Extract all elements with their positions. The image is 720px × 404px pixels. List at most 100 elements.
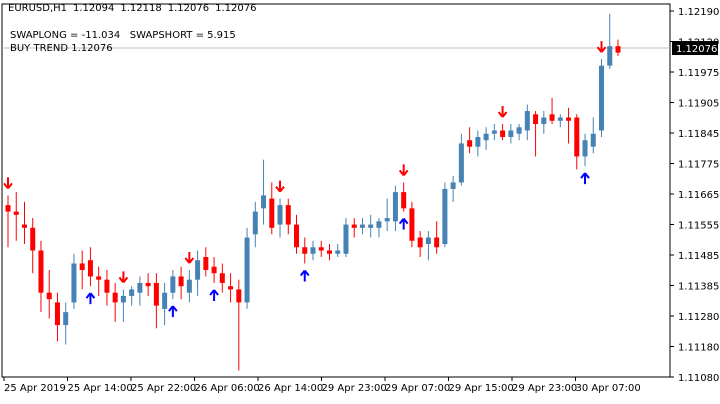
sell-arrow-icon — [3, 177, 13, 189]
candle-body — [178, 276, 184, 287]
time-label: 25 Apr 2019 — [4, 383, 66, 394]
sell-arrow-icon — [118, 271, 129, 284]
candle-body — [63, 312, 69, 326]
candle-body — [343, 224, 349, 254]
candle-body — [170, 276, 176, 293]
candle-body — [491, 130, 497, 134]
time-label: 30 Apr 07:00 — [576, 383, 641, 394]
time-label: 26 Apr 06:00 — [195, 383, 260, 394]
candle-body — [13, 211, 19, 215]
candle-body — [516, 127, 522, 134]
high-price: 1.12118 — [120, 3, 162, 14]
buy-arrow-icon — [580, 172, 590, 185]
candle-body — [162, 292, 168, 309]
buy-arrow-icon — [299, 269, 310, 282]
candle-body — [409, 208, 415, 241]
candle-body — [368, 224, 374, 228]
symbol-timeframe: EURUSD,H1 — [8, 3, 68, 14]
candle-body — [475, 136, 481, 147]
candle-body — [145, 282, 151, 287]
candle-body — [483, 133, 489, 141]
candle-body — [533, 114, 539, 125]
price-tick-label: 1.11485 — [678, 251, 719, 262]
candle-body — [112, 292, 118, 303]
candle-body — [228, 286, 234, 290]
candle-body — [203, 256, 209, 270]
candle-body — [195, 260, 201, 280]
time-label: 26 Apr 14:00 — [258, 383, 323, 394]
candle-body — [359, 224, 365, 228]
candle-body — [401, 192, 407, 209]
candle-body — [467, 140, 473, 147]
candle-body — [302, 247, 308, 254]
candle-body — [79, 263, 85, 270]
candle-body — [351, 224, 357, 228]
low-price: 1.12076 — [167, 3, 210, 14]
time-label: 29 Apr 07:00 — [385, 383, 450, 394]
sell-arrow-icon — [497, 106, 508, 118]
candle-body — [71, 263, 77, 303]
candle-body — [104, 279, 110, 293]
price-tick-label: 1.11555 — [678, 221, 719, 232]
price-tick-label: 1.11080 — [678, 373, 719, 384]
time-label: 29 Apr 15:00 — [449, 383, 514, 394]
candle-body — [376, 221, 382, 228]
candle-body — [615, 46, 621, 53]
price-tick-label: 1.11905 — [678, 99, 719, 110]
candle-body — [219, 273, 225, 283]
swapshort-label: SWAPSHORT = 5.915 — [129, 30, 236, 41]
swaplong-label: SWAPLONG = -11.034 — [10, 30, 121, 41]
buy-arrow-icon — [209, 289, 219, 301]
candle-body — [120, 295, 126, 303]
candle-body — [30, 227, 36, 251]
candle-body — [335, 250, 341, 254]
trend-info: BUY TREND 1.12076 — [10, 43, 113, 54]
candle-body — [524, 111, 530, 131]
time-label: 29 Apr 23:00 — [512, 383, 577, 394]
sell-arrow-icon — [275, 180, 285, 193]
candle-body — [607, 46, 613, 66]
price-tick-label: 1.11665 — [678, 190, 719, 201]
sell-arrow-icon — [596, 41, 607, 53]
buy-arrow-icon — [168, 305, 178, 318]
candle-body — [574, 117, 580, 157]
candle-body — [38, 250, 44, 293]
candle-body — [425, 237, 431, 245]
candle-body — [211, 266, 217, 274]
candle-body — [318, 247, 324, 251]
candle-body — [434, 237, 440, 248]
candle-body — [458, 143, 464, 183]
candle-body — [153, 282, 159, 306]
candle-body — [541, 117, 547, 125]
symbol-header: EURUSD,H1 1.12094 1.12118 1.12076 1.12076 — [8, 3, 262, 14]
candle-body — [54, 302, 60, 326]
price-tick-label: 1.11280 — [678, 312, 719, 323]
sell-arrow-icon — [398, 164, 409, 177]
candle-body — [549, 114, 555, 121]
plot-area — [1, 3, 671, 378]
candle-body — [384, 218, 390, 222]
candle-body — [508, 130, 514, 137]
candle-body — [566, 117, 572, 121]
candle-body — [500, 130, 506, 137]
candle-body — [261, 195, 267, 209]
candle-body — [310, 247, 316, 254]
candle-body — [96, 276, 102, 280]
candle-body — [599, 65, 605, 131]
candle-body — [252, 211, 258, 235]
candle-body — [285, 205, 291, 225]
candle-body — [5, 205, 11, 212]
candle-body — [590, 133, 596, 147]
candle-body — [582, 140, 588, 157]
candle-body — [186, 279, 192, 293]
time-label: 25 Apr 22:00 — [131, 383, 196, 394]
buy-arrow-icon — [398, 217, 409, 230]
close-price: 1.12076 — [215, 3, 257, 14]
candle-body — [244, 237, 250, 303]
candle-body — [450, 182, 456, 189]
time-label: 25 Apr 14:00 — [68, 383, 133, 394]
candle-body — [326, 250, 332, 254]
sell-arrow-icon — [184, 251, 195, 264]
